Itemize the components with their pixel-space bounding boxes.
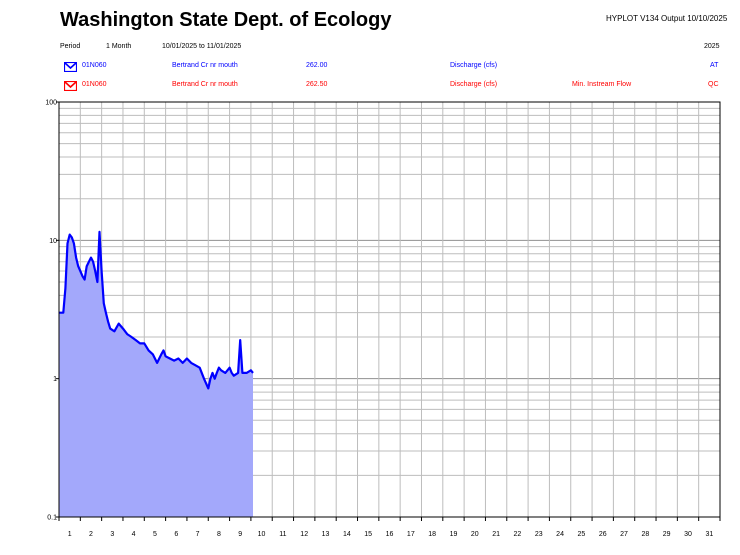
- series-code: 01N060: [82, 81, 107, 88]
- page-title: Washington State Dept. of Ecology: [60, 9, 392, 31]
- x-tick-label: 20: [471, 531, 479, 538]
- red-series-swatch-icon: [64, 81, 77, 91]
- x-tick-label: 2: [89, 531, 93, 538]
- series-station: Bertrand Cr nr mouth: [172, 62, 238, 69]
- series-flag: QC: [708, 81, 719, 88]
- period-range: 10/01/2025 to 11/01/2025: [162, 43, 242, 50]
- series-row-red: 01N060 Bertrand Cr nr mouth 262.50 Disch…: [60, 79, 740, 91]
- x-tick-label: 18: [428, 531, 436, 538]
- x-tick-label: 11: [279, 531, 286, 538]
- series-code: 01N060: [82, 62, 107, 69]
- series-number: 262.00: [306, 62, 328, 69]
- x-tick-label: 17: [407, 531, 415, 538]
- y-tick-label: 10: [49, 238, 57, 245]
- x-tick-label: 23: [535, 531, 543, 538]
- x-tick-label: 26: [599, 531, 607, 538]
- x-tick-label: 10: [258, 531, 266, 538]
- y-axis-ticks: 100 10 1 0.1: [45, 100, 59, 522]
- x-tick-label: 4: [132, 531, 136, 538]
- x-tick-label: 29: [663, 531, 671, 538]
- y-tick-label: 100: [45, 100, 57, 107]
- series-station: Bertrand Cr nr mouth: [172, 81, 238, 88]
- x-tick-label: 31: [705, 531, 713, 538]
- plot-frame: [58, 101, 721, 518]
- series-flag: AT: [710, 62, 719, 69]
- y-tick-label: 0.1: [47, 515, 57, 522]
- x-tick-label: 8: [217, 531, 221, 538]
- chart-frame: [58, 101, 721, 518]
- x-tick-label: 16: [386, 531, 394, 538]
- discharge-line: [59, 230, 254, 390]
- x-tick-label: 21: [492, 531, 500, 538]
- x-tick-label: 9: [238, 531, 242, 538]
- series-parameter: Discharge (cfs): [450, 81, 498, 88]
- x-tick-label: 30: [684, 531, 692, 538]
- x-tick-label: 1: [68, 531, 72, 538]
- x-tick-label: 7: [196, 531, 200, 538]
- y-tick-label: 1: [53, 376, 57, 383]
- year-label: 2025: [704, 43, 720, 50]
- series-parameter: Discharge (cfs): [450, 62, 498, 69]
- x-tick-label: 25: [578, 531, 586, 538]
- x-tick-label: 14: [343, 531, 351, 538]
- x-tick-label: 24: [556, 531, 564, 538]
- x-tick-label: 19: [450, 531, 458, 538]
- chart-area: [59, 230, 254, 517]
- x-tick-label: 22: [514, 531, 522, 538]
- x-tick-label: 28: [641, 531, 649, 538]
- x-tick-label: 5: [153, 531, 157, 538]
- x-axis-ticks: 1 2 3 4 5 6 7 8 9 10 11 12 13 14 15 16 17 18 19 20 21 22 23 24 2…: [58, 517, 721, 538]
- x-tick-label: 13: [322, 531, 330, 538]
- blue-series-swatch-icon: [64, 62, 77, 72]
- x-tick-label: 27: [620, 531, 628, 538]
- period-label: Period: [60, 43, 81, 50]
- x-tick-label: 15: [364, 531, 372, 538]
- x-tick-label: 12: [300, 531, 308, 538]
- series-note: Min. Instream Flow: [572, 81, 632, 88]
- series-row-blue: 01N060 Bertrand Cr nr mouth 262.00 Disch…: [60, 60, 740, 72]
- x-tick-label: 3: [110, 531, 114, 538]
- period-length: 1 Month: [106, 43, 132, 50]
- x-tick-label: 6: [174, 531, 178, 538]
- discharge-area-fill: [59, 231, 253, 517]
- series-number: 262.50: [306, 81, 328, 88]
- version-output-label: HYPLOT V134 Output 10/10/2025: [606, 14, 728, 23]
